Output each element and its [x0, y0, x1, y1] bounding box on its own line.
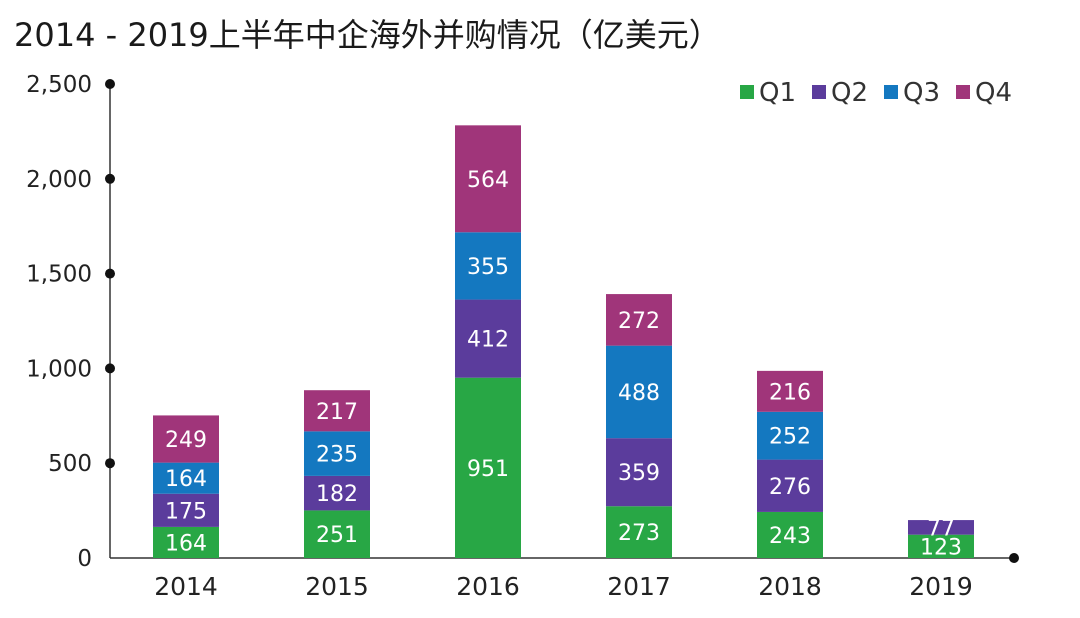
x-tick-label: 2019: [909, 572, 973, 601]
data-label: 564: [467, 168, 509, 193]
data-label: 251: [316, 523, 358, 548]
bar-segment-q1: [455, 377, 521, 558]
y-tick-dot: [105, 79, 115, 89]
x-tick-label: 2015: [305, 572, 369, 601]
data-label: 488: [618, 381, 660, 406]
bar-segment-q2: [455, 299, 521, 378]
data-label: 273: [618, 521, 660, 546]
bar-segment-q4: [455, 125, 521, 233]
legend-label: Q4: [975, 78, 1012, 108]
bar-segment-q2: [908, 520, 974, 535]
x-axis-end-dot: [1009, 553, 1019, 563]
bar-segment-q2: [153, 493, 219, 527]
legend-swatch: [812, 85, 826, 99]
bar-segment-q2: [304, 475, 370, 511]
x-tick-label: 2017: [607, 572, 671, 601]
y-tick-dot: [105, 173, 115, 184]
bar-segment-q2: [757, 459, 823, 512]
data-label: 235: [316, 443, 358, 468]
bar-segment-q1: [153, 526, 219, 558]
data-label: 216: [769, 380, 811, 405]
y-tick-dot: [105, 363, 115, 374]
data-label: 355: [467, 255, 509, 280]
bar-segment-q3: [757, 411, 823, 460]
bar-segment-q2: [606, 438, 672, 507]
y-tick-label: 2,500: [26, 72, 92, 98]
x-tick-label: 2016: [456, 572, 520, 601]
x-tick-label: 2014: [154, 572, 218, 601]
legend-swatch: [956, 85, 970, 99]
data-label: 77: [927, 516, 955, 541]
data-label: 182: [316, 482, 358, 507]
bar-segment-q4: [304, 390, 370, 432]
bar-segment-q4: [606, 294, 672, 346]
bar-segment-q1: [304, 510, 370, 558]
bar-segment-q4: [153, 415, 219, 463]
data-label: 249: [165, 428, 207, 453]
data-label: 243: [769, 524, 811, 549]
legend-label: Q2: [831, 78, 868, 108]
bar-segment-q4: [757, 370, 823, 412]
data-label: 272: [618, 309, 660, 334]
y-tick-label: 0: [77, 546, 92, 572]
legend-label: Q1: [759, 78, 796, 108]
y-tick-label: 2,000: [26, 167, 92, 193]
data-label: 359: [618, 461, 660, 486]
bar-segment-q3: [304, 431, 370, 476]
data-label: 217: [316, 400, 358, 425]
legend-swatch: [884, 85, 898, 99]
y-tick-label: 1,000: [26, 356, 92, 382]
bar-segment-q1: [757, 511, 823, 558]
data-label: 175: [165, 499, 207, 524]
data-label: 412: [467, 328, 509, 353]
data-label: 276: [769, 475, 811, 500]
legend-label: Q3: [903, 78, 940, 108]
x-tick-label: 2018: [758, 572, 822, 601]
bar-segment-q1: [606, 506, 672, 558]
bar-segment-q3: [606, 345, 672, 439]
bar-segment-q3: [153, 462, 219, 494]
y-tick-label: 1,500: [26, 262, 92, 288]
bar-segment-q3: [455, 232, 521, 300]
y-tick-dot: [105, 268, 115, 279]
data-label: 164: [165, 531, 207, 556]
y-tick-label: 500: [48, 451, 92, 477]
legend-swatch: [740, 85, 754, 99]
data-label: 951: [467, 457, 509, 482]
chart-title: 2014 - 2019上半年中企海外并购情况（亿美元）: [14, 16, 721, 54]
data-label: 252: [769, 425, 811, 450]
bar-segment-q1: [908, 534, 974, 558]
data-label: 123: [920, 535, 962, 560]
y-tick-dot: [105, 458, 115, 469]
data-label: 164: [165, 467, 207, 492]
